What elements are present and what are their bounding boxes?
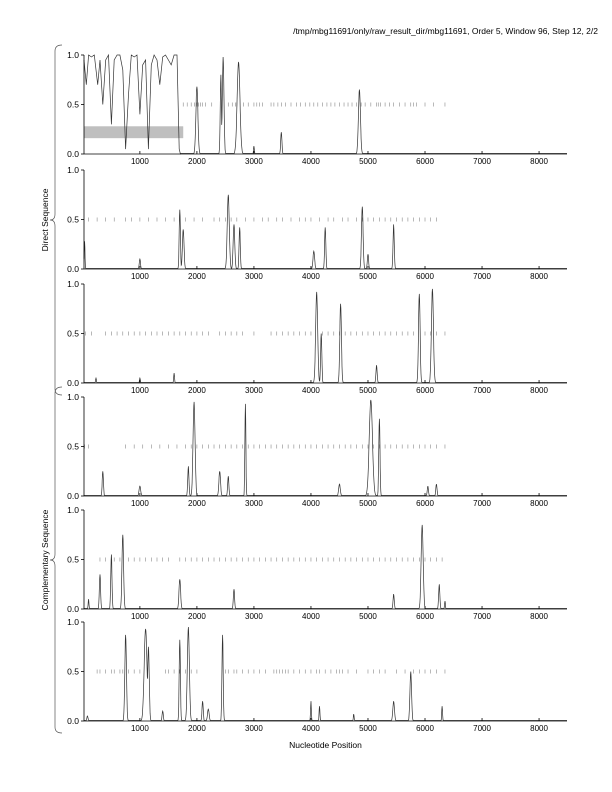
y-tick-label: 1.0 <box>67 505 79 515</box>
y-tick-label: 0.5 <box>67 442 79 452</box>
x-tick-label: 2000 <box>188 499 206 508</box>
x-tick-label: 3000 <box>245 612 263 621</box>
x-tick-label: 6000 <box>416 612 434 621</box>
y-tick-label: 1.0 <box>67 165 79 175</box>
group-bracket <box>49 44 63 396</box>
x-tick-label: 4000 <box>302 499 320 508</box>
x-tick-label: 8000 <box>530 386 548 395</box>
x-tick-label: 3000 <box>245 724 263 733</box>
x-tick-label: 5000 <box>359 612 377 621</box>
y-tick-label: 0.5 <box>67 667 79 677</box>
x-tick-label: 7000 <box>473 499 491 508</box>
x-tick-label: 5000 <box>359 157 377 166</box>
x-tick-label: 1000 <box>131 724 149 733</box>
y-tick-label: 0.0 <box>67 491 79 501</box>
y-tick-label: 0.0 <box>67 716 79 726</box>
x-tick-label: 1000 <box>131 157 149 166</box>
x-tick-label: 1000 <box>131 386 149 395</box>
y-tick-label: 0.0 <box>67 149 79 159</box>
x-tick-label: 7000 <box>473 612 491 621</box>
x-tick-label: 4000 <box>302 724 320 733</box>
x-tick-label: 8000 <box>530 272 548 281</box>
coding-potential-line-direct-frame-1 <box>83 53 567 155</box>
x-tick-label: 3000 <box>245 386 263 395</box>
x-tick-label: 8000 <box>530 724 548 733</box>
x-tick-label: 4000 <box>302 612 320 621</box>
x-tick-label: 1000 <box>131 612 149 621</box>
x-tick-label: 3000 <box>245 499 263 508</box>
x-tick-label: 4000 <box>302 272 320 281</box>
x-tick-label: 2000 <box>188 612 206 621</box>
x-tick-label: 5000 <box>359 272 377 281</box>
x-tick-label: 8000 <box>530 612 548 621</box>
y-tick-label: 1.0 <box>67 617 79 627</box>
chart-title: /tmp/mbg11691/only/raw_result_dir/mbg116… <box>293 26 598 36</box>
x-tick-label: 1000 <box>131 272 149 281</box>
x-tick-label: 6000 <box>416 272 434 281</box>
coding-potential-line-complementary-frame-2 <box>84 524 567 609</box>
group-label: Direct Sequence <box>40 188 50 251</box>
x-tick-label: 8000 <box>530 157 548 166</box>
y-tick-label: 0.0 <box>67 378 79 388</box>
coding-potential-line-direct-frame-2 <box>83 194 567 269</box>
y-tick-label: 1.0 <box>67 392 79 402</box>
y-tick-label: 0.0 <box>67 264 79 274</box>
group-bracket <box>49 386 63 734</box>
highlight-region <box>84 126 184 139</box>
x-tick-label: 6000 <box>416 724 434 733</box>
x-tick-label: 6000 <box>416 499 434 508</box>
x-tick-label: 2000 <box>188 724 206 733</box>
x-tick-label: 5000 <box>359 724 377 733</box>
y-tick-label: 0.5 <box>67 100 79 110</box>
coding-potential-line-complementary-frame-3 <box>84 626 567 721</box>
x-tick-label: 2000 <box>188 157 206 166</box>
coding-potential-line-complementary-frame-1 <box>84 399 567 496</box>
x-tick-label: 6000 <box>416 386 434 395</box>
x-tick-label: 1000 <box>131 499 149 508</box>
x-tick-label: 3000 <box>245 272 263 281</box>
x-tick-label: 2000 <box>188 386 206 395</box>
x-tick-label: 7000 <box>473 724 491 733</box>
y-tick-label: 1.0 <box>67 279 79 289</box>
x-tick-label: 2000 <box>188 272 206 281</box>
x-tick-label: 4000 <box>302 386 320 395</box>
y-tick-label: 1.0 <box>67 50 79 60</box>
y-tick-label: 0.5 <box>67 215 79 225</box>
x-tick-label: 5000 <box>359 386 377 395</box>
coding-potential-line-direct-frame-3 <box>84 288 567 383</box>
x-tick-label: 7000 <box>473 386 491 395</box>
x-tick-label: 5000 <box>359 499 377 508</box>
x-tick-label: 7000 <box>473 272 491 281</box>
x-tick-label: 6000 <box>416 157 434 166</box>
x-axis-label: Nucleotide Position <box>289 740 362 750</box>
x-tick-label: 3000 <box>245 157 263 166</box>
y-tick-label: 0.5 <box>67 329 79 339</box>
y-tick-label: 0.5 <box>67 555 79 565</box>
x-tick-label: 7000 <box>473 157 491 166</box>
group-label: Complementary Sequence <box>40 509 50 610</box>
x-tick-label: 4000 <box>302 157 320 166</box>
x-tick-label: 8000 <box>530 499 548 508</box>
y-tick-label: 0.0 <box>67 604 79 614</box>
